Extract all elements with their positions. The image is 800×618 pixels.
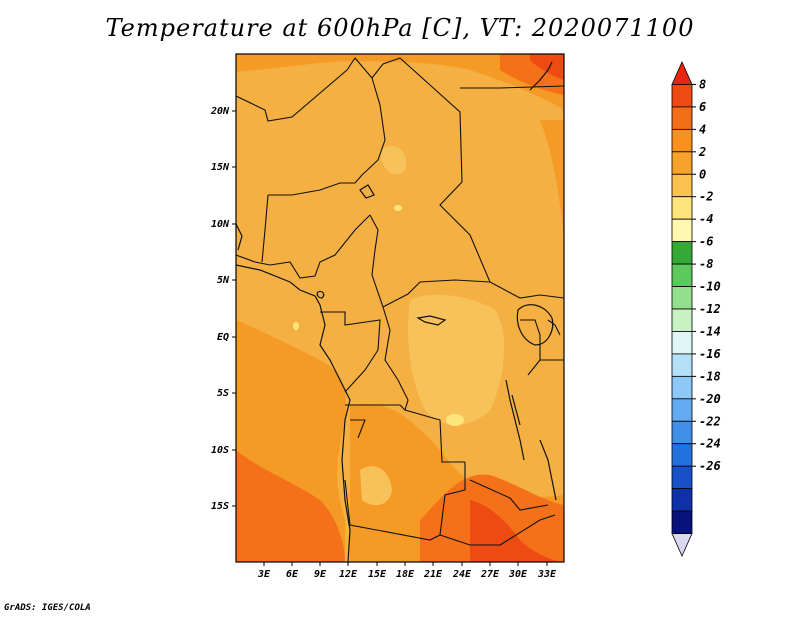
lat-label: 15S xyxy=(211,501,229,512)
colorbar-boxes xyxy=(671,61,693,557)
lat-label: 5S xyxy=(217,388,229,399)
lon-label: 12E xyxy=(339,569,358,580)
cool-patch-3 xyxy=(293,322,299,330)
lat-label: 10S xyxy=(211,445,229,456)
cool-zone-sahel xyxy=(380,146,406,174)
longitude-axis: 3E 6E 9E 12E 15E 18E 21E 24E 27E 30E 33E xyxy=(257,562,557,580)
warm-zone-north xyxy=(236,54,564,110)
colorbar-box xyxy=(671,61,693,85)
hottest-zone-northeast xyxy=(530,54,564,80)
colorbar-box xyxy=(671,196,693,220)
colorbar-label: -18 xyxy=(699,369,721,383)
colorbar-label: 6 xyxy=(699,100,706,114)
colorbar-label: -8 xyxy=(699,257,713,271)
colorbar-label: -22 xyxy=(699,414,721,428)
colorbar-label: -16 xyxy=(699,347,721,361)
cool-zone-congo xyxy=(408,294,505,425)
colorbar-box xyxy=(671,151,693,175)
map-plot-area xyxy=(236,54,564,562)
lon-label: 18E xyxy=(396,569,415,580)
colorbar: 8 6 4 2 0 -2 -4 -6 -8 -10 -12 -14 -16 -18 -20 -22 -24 -26 xyxy=(671,61,721,557)
lon-label: 15E xyxy=(368,569,387,580)
colorbar-box xyxy=(671,398,693,422)
colorbar-label: 8 xyxy=(699,77,706,91)
colorbar-label: -20 xyxy=(699,392,721,406)
colorbar-box xyxy=(671,375,693,400)
colorbar-box xyxy=(671,263,693,287)
colorbar-box xyxy=(671,353,693,377)
latitude-axis: 20N 15N 10N 5N EQ 5S 10S 15S xyxy=(210,106,236,512)
colorbar-box xyxy=(671,241,693,265)
lon-label: 33E xyxy=(537,569,557,580)
colorbar-label: -24 xyxy=(699,437,721,451)
lon-label: 6E xyxy=(286,569,299,580)
colorbar-box xyxy=(671,533,693,557)
colorbar-labels: 8 6 4 2 0 -2 -4 -6 -8 -10 -12 -14 -16 -18 -20 -22 -24 -26 xyxy=(692,77,721,473)
colorbar-box xyxy=(671,331,693,355)
lat-label: EQ xyxy=(217,332,229,343)
colorbar-label: -12 xyxy=(699,302,721,316)
colorbar-label: -4 xyxy=(699,212,713,226)
colorbar-box xyxy=(671,173,693,198)
lat-label: 15N xyxy=(211,162,230,173)
colorbar-box xyxy=(671,488,693,512)
lon-label: 30E xyxy=(508,569,528,580)
colorbar-label: -6 xyxy=(699,235,713,249)
lon-label: 9E xyxy=(314,569,327,580)
lon-label: 3E xyxy=(257,569,271,580)
lat-label: 5N xyxy=(217,275,230,286)
warm-zone-east xyxy=(540,120,564,240)
map-title: Temperature at 600hPa [C], VT: 202007110… xyxy=(105,14,695,42)
hottest-zone-southeast xyxy=(470,500,560,562)
colorbar-box xyxy=(671,465,693,490)
country-borders xyxy=(236,57,564,546)
hot-zone-southwest xyxy=(236,450,345,562)
colorbar-label: -14 xyxy=(699,324,721,338)
lon-label: 27E xyxy=(480,569,500,580)
colorbar-box xyxy=(671,286,693,310)
colorbar-box xyxy=(671,308,693,332)
colorbar-label: 4 xyxy=(699,122,706,136)
lon-label: 21E xyxy=(423,569,443,580)
lat-label: 10N xyxy=(211,219,230,230)
map-frame xyxy=(235,53,565,563)
colorbar-label: -10 xyxy=(699,280,721,294)
colorbar-label: -26 xyxy=(699,459,721,473)
colorbar-box xyxy=(671,443,693,467)
colorbar-box xyxy=(671,128,693,153)
colorbar-box xyxy=(671,510,693,534)
coastline xyxy=(236,61,557,562)
colorbar-label: 0 xyxy=(699,167,706,181)
lat-label: 20N xyxy=(210,106,230,117)
cool-patch-1 xyxy=(446,414,464,426)
colorbar-label: -2 xyxy=(699,190,713,204)
lon-label: 24E xyxy=(452,569,472,580)
colorbar-box xyxy=(671,420,693,445)
colorbar-label: 2 xyxy=(698,145,706,159)
colorbar-box xyxy=(671,84,693,108)
cool-zone-angola xyxy=(360,466,392,506)
colorbar-box xyxy=(671,218,693,243)
grads-credit: GrADS: IGES/COLA xyxy=(4,603,91,613)
cool-patch-2 xyxy=(394,205,402,211)
colorbar-box xyxy=(671,106,693,130)
